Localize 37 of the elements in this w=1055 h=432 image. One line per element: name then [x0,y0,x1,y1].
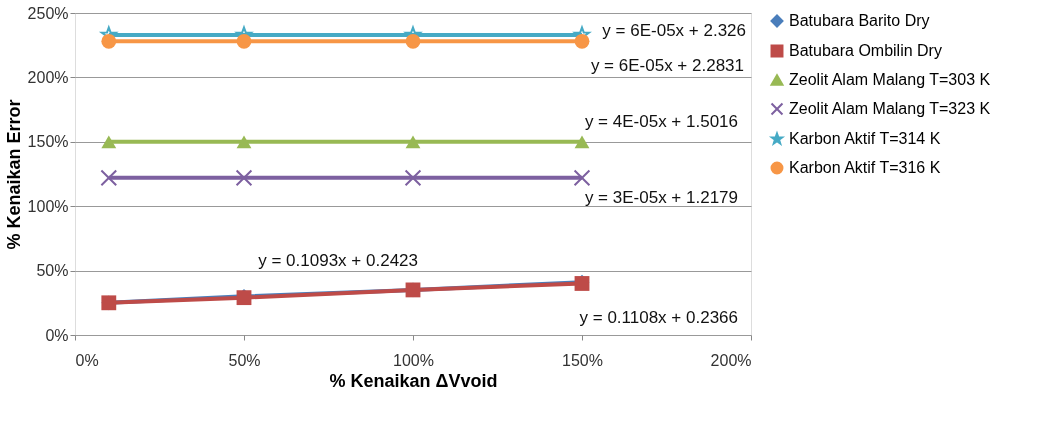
point [236,33,252,49]
annotation: y = 4E-05x + 1.5016 [584,112,738,131]
legend-label: Batubara Barito Dry [789,12,930,29]
point [101,33,117,49]
point [573,169,591,187]
x-tick-label: 150% [562,351,603,369]
legend-label: Karbon Aktif T=314 K [789,130,941,147]
point [405,33,421,49]
point [574,135,590,149]
annotation: y = 6E-05x + 2.326 [602,21,746,40]
x-tick-label: 200% [710,351,752,369]
annotation: y = 0.1093x + 0.2423 [258,251,418,270]
y-tick-label: 100% [27,197,69,215]
point [574,33,590,49]
legend-label: Karbon Aktif T=316 K [789,159,941,176]
annotation: y = 3E-05x + 1.2179 [584,188,738,207]
point [235,169,253,187]
point [100,169,118,187]
y-tick-label: 150% [27,133,69,151]
legend-label: Batubara Ombilin Dry [789,42,942,59]
x-tick-label: 50% [228,351,261,369]
point [236,135,252,149]
legend-label: Zeolit Alam Malang T=323 K [789,100,991,117]
y-axis-title: % Kenaikan Error [3,99,24,250]
y-tick-label: 0% [45,326,69,344]
y-tick-label: 50% [36,262,69,280]
point [101,135,117,149]
y-tick-label: 250% [27,4,69,22]
point [404,169,422,187]
y-tick-label: 200% [27,68,69,86]
annotation: y = 0.1108x + 0.2366 [579,308,738,327]
point [405,135,421,149]
x-tick-label: 100% [393,351,434,369]
x-axis-title: % Kenaikan ΔVvoid [329,370,498,391]
x-tick-label: 0% [75,351,99,369]
legend-label: Zeolit Alam Malang T=303 K [789,71,991,88]
annotation: y = 6E-05x + 2.2831 [590,56,744,75]
